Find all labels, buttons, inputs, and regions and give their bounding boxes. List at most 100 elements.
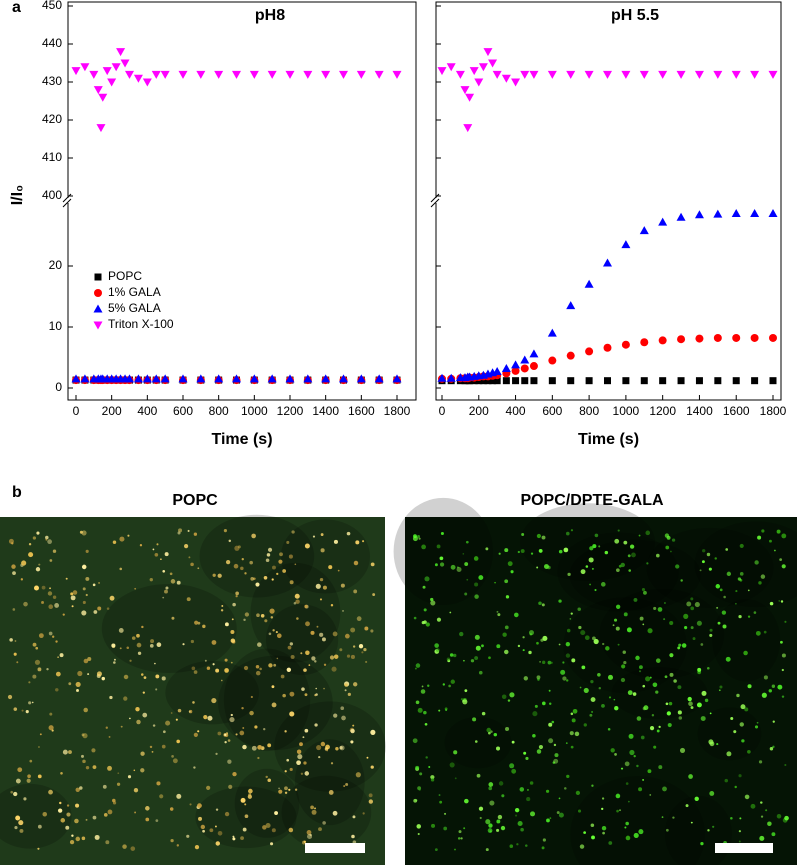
cell-speck — [708, 567, 712, 571]
cell-speck — [558, 599, 562, 603]
cell-speck — [496, 819, 501, 824]
cell-speck — [628, 569, 632, 572]
cell-speck — [588, 557, 594, 563]
cell-speck — [706, 666, 710, 670]
cell-speck — [97, 606, 102, 611]
cell-speck — [29, 759, 33, 763]
y-tick-label: 400 — [42, 188, 62, 202]
marker — [750, 333, 759, 342]
cell-speck — [439, 562, 445, 567]
x-tick-label: 800 — [579, 404, 599, 418]
cell-speck — [202, 624, 206, 629]
cell-speck — [726, 571, 732, 577]
cell-speck — [767, 821, 772, 827]
cell-speck — [276, 633, 282, 639]
cell-speck — [162, 596, 165, 599]
cell-speck — [82, 600, 86, 605]
cell-speck — [424, 576, 430, 582]
cell-speck — [523, 676, 529, 681]
cell-speck — [664, 602, 666, 604]
cell-speck — [423, 710, 427, 715]
marker — [751, 377, 759, 385]
cell-body — [265, 604, 339, 676]
cell-speck — [547, 660, 552, 665]
marker — [640, 377, 648, 385]
cell-speck — [191, 666, 196, 671]
cell-speck — [504, 579, 509, 584]
cell-speck — [690, 821, 693, 824]
x-tick-label: 1000 — [241, 404, 268, 418]
cell-speck — [37, 774, 42, 779]
marker — [714, 377, 722, 385]
cell-speck — [264, 619, 268, 623]
axis-break — [62, 193, 72, 208]
x-tick-label: 1800 — [384, 404, 411, 418]
panel-label: a — [12, 0, 21, 16]
cell-speck — [597, 672, 601, 677]
cell-speck — [538, 744, 544, 750]
cell-speck — [52, 549, 57, 553]
cell-speck — [692, 637, 696, 641]
micrograph — [0, 517, 385, 865]
cell-speck — [257, 642, 262, 647]
marker — [584, 70, 594, 79]
cell-speck — [255, 582, 260, 587]
cell-speck — [293, 602, 297, 605]
cell-speck — [81, 530, 87, 536]
cell-speck — [224, 658, 228, 662]
cell-speck — [450, 679, 455, 684]
cell-speck — [271, 578, 274, 581]
cell-speck — [60, 818, 66, 823]
cell-speck — [548, 702, 552, 705]
marker — [621, 70, 631, 79]
cell-speck — [734, 602, 737, 605]
cell-speck — [493, 732, 498, 737]
cell-speck — [719, 588, 723, 592]
cell-speck — [83, 658, 89, 664]
cell-speck — [82, 587, 86, 591]
cell-speck — [275, 631, 278, 634]
cell-body — [223, 648, 311, 752]
cell-speck — [475, 645, 481, 651]
cell-speck — [315, 687, 318, 690]
cell-speck — [537, 678, 540, 681]
cell-speck — [152, 724, 156, 727]
cell-speck — [207, 715, 213, 721]
cell-speck — [301, 687, 305, 691]
cell-speck — [363, 648, 367, 652]
cell-speck — [589, 583, 592, 586]
cell-speck — [649, 726, 655, 731]
cell-speck — [284, 786, 288, 791]
cell-speck — [454, 848, 456, 851]
cell-speck — [265, 558, 270, 563]
cell-speck — [610, 748, 615, 753]
cell-speck — [105, 840, 110, 845]
cell-speck — [629, 544, 635, 549]
cell-speck — [593, 638, 599, 645]
cell-speck — [314, 723, 318, 727]
cell-speck — [271, 685, 275, 689]
cell-speck — [120, 725, 123, 728]
cell-speck — [639, 665, 643, 670]
cell-speck — [304, 693, 308, 697]
cell-speck — [570, 612, 573, 615]
cell-speck — [743, 650, 748, 656]
cell-speck — [81, 610, 87, 616]
marker — [133, 374, 143, 383]
cell-speck — [248, 793, 252, 797]
cell-speck — [566, 679, 569, 682]
cell-speck — [418, 788, 421, 791]
cell-speck — [129, 717, 131, 720]
cell-speck — [177, 708, 182, 713]
cell-speck — [623, 612, 628, 617]
marker — [339, 70, 348, 79]
cell-speck — [303, 761, 307, 765]
cell-speck — [701, 560, 705, 564]
cell-speck — [643, 705, 649, 711]
cell-speck — [615, 626, 620, 631]
cell-speck — [339, 746, 343, 750]
cell-speck — [249, 560, 253, 565]
cell-speck — [250, 695, 253, 699]
cell-speck — [220, 609, 224, 612]
cell-speck — [509, 763, 515, 769]
